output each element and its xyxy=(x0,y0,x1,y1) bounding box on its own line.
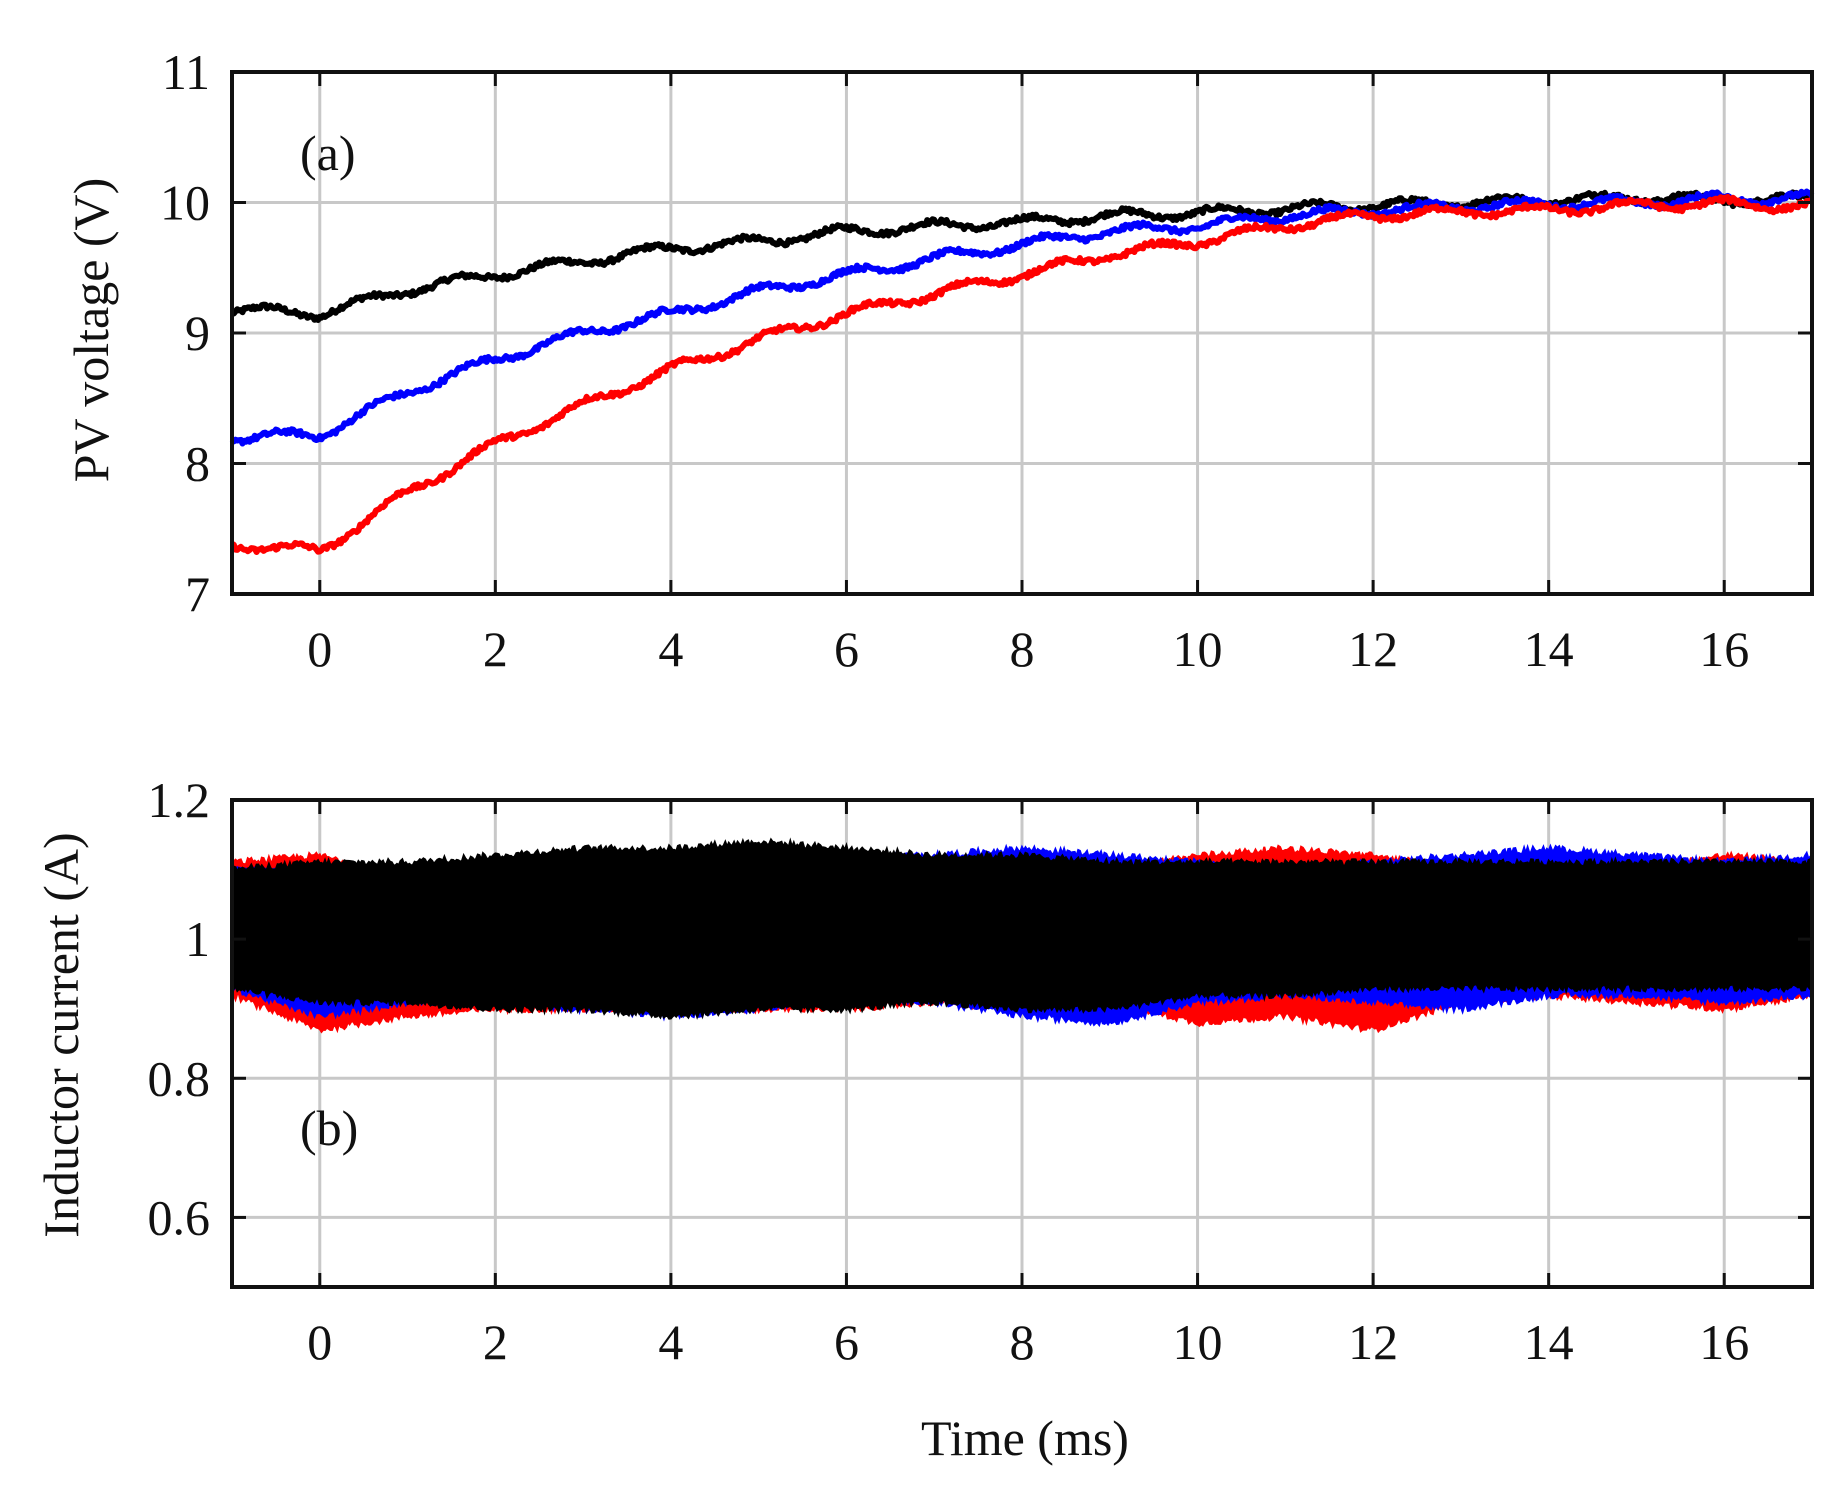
y-tick-label: 0.6 xyxy=(148,1189,211,1245)
series-line-red xyxy=(230,193,1814,555)
x-tick-label: 14 xyxy=(1524,1314,1574,1370)
x-tick-label: 8 xyxy=(1010,621,1035,677)
panel-b-ticks: 0 2 4 6 8 10 12 14 16 0.6 0.8 1 1.2 xyxy=(148,772,1812,1370)
x-tick-label: 0 xyxy=(307,621,332,677)
x-tick-label: 16 xyxy=(1699,1314,1749,1370)
x-tick-label: 12 xyxy=(1348,1314,1398,1370)
x-tick-label: 0 xyxy=(307,1314,332,1370)
x-tick-label: 4 xyxy=(658,1314,683,1370)
x-tick-label: 12 xyxy=(1348,621,1398,677)
y-tick-label: 1.2 xyxy=(148,772,211,828)
panel-a-ticks: 0 2 4 6 8 10 12 14 16 7 8 9 10 11 xyxy=(160,44,1812,677)
x-tick-label: 2 xyxy=(483,621,508,677)
x-tick-label: 14 xyxy=(1524,621,1574,677)
panel-a-ylabel: PV voltage (V) xyxy=(63,178,119,483)
panel-b-inductor-current: 0 2 4 6 8 10 12 14 16 0.6 0.8 1 1.2 (b) Inductor cur… xyxy=(33,772,1814,1466)
panel-a-pv-voltage: 0 2 4 6 8 10 12 14 16 7 8 9 10 11 (a) PV voltage (V) xyxy=(63,44,1815,677)
x-tick-label: 8 xyxy=(1010,1314,1035,1370)
x-tick-label: 16 xyxy=(1699,621,1749,677)
x-tick-label: 10 xyxy=(1173,1314,1223,1370)
panel-b-xlabel: Time (ms) xyxy=(921,1410,1129,1466)
y-tick-label: 9 xyxy=(185,305,210,361)
x-tick-label: 10 xyxy=(1173,621,1223,677)
panel-b-series xyxy=(231,837,1813,1034)
y-tick-label: 7 xyxy=(185,566,210,622)
panel-b-label: (b) xyxy=(300,1100,358,1156)
x-tick-label: 6 xyxy=(834,621,859,677)
y-tick-label: 1 xyxy=(185,911,210,967)
panel-a-grid xyxy=(232,70,1812,596)
y-tick-label: 0.8 xyxy=(148,1050,211,1106)
x-tick-label: 4 xyxy=(658,621,683,677)
y-tick-label: 11 xyxy=(162,44,210,100)
panel-a-series xyxy=(229,188,1815,555)
y-tick-label: 10 xyxy=(160,175,210,231)
y-tick-label: 8 xyxy=(185,436,210,492)
panel-b-ylabel: Inductor current (A) xyxy=(33,832,89,1237)
x-tick-label: 2 xyxy=(483,1314,508,1370)
x-tick-label: 6 xyxy=(834,1314,859,1370)
panel-a-label: (a) xyxy=(300,125,356,181)
